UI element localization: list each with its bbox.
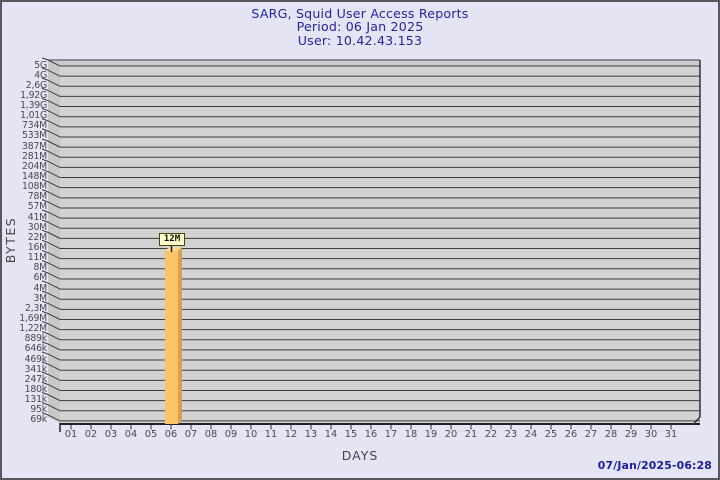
x-tick-label: 30 <box>644 429 658 440</box>
y-axis-title: BYTES <box>3 216 18 264</box>
x-tick-label: 17 <box>384 429 398 440</box>
x-tick-label: 11 <box>264 429 278 440</box>
x-tick-label: 27 <box>584 429 598 440</box>
x-tick-label: 26 <box>564 429 578 440</box>
x-tick-label: 31 <box>664 429 678 440</box>
x-tick-label: 23 <box>504 429 518 440</box>
y-tick-label: 95k <box>30 404 47 416</box>
x-axis-title: DAYS <box>341 448 379 463</box>
y-tick-label: 646k <box>24 343 48 355</box>
x-tick-label: 08 <box>204 429 218 440</box>
y-tick-label: 5G <box>34 59 47 71</box>
y-tick-label: 4G <box>34 69 47 81</box>
x-tick-label: 22 <box>484 429 498 440</box>
report-header: SARG, Squid User Access Reports Period: … <box>2 6 718 48</box>
y-tick-label: 108M <box>22 181 47 193</box>
page-title: SARG, Squid User Access Reports <box>251 6 469 21</box>
y-tick-label: 131k <box>24 394 48 406</box>
y-tick-label: 469k <box>24 353 48 365</box>
x-tick-label: 19 <box>424 429 438 440</box>
y-tick-label: 8M <box>33 262 47 274</box>
y-tick-label: 1,39G <box>20 100 47 112</box>
generated-timestamp: 07/Jan/2025-06:28 <box>597 459 712 472</box>
y-tick-label: 11M <box>27 252 47 264</box>
x-tick-label: 18 <box>404 429 418 440</box>
x-tick-label: 05 <box>144 429 158 440</box>
y-tick-label: 2,6G <box>25 79 47 91</box>
x-tick-label: 20 <box>444 429 458 440</box>
y-tick-label: 22M <box>27 231 47 243</box>
x-tick-label: 01 <box>64 429 78 440</box>
y-tick-label: 387M <box>22 140 47 152</box>
y-tick-label: 41M <box>27 211 47 223</box>
y-tick-label: 148M <box>22 171 47 183</box>
x-tick-label: 06 <box>164 429 178 440</box>
x-tick-label: 04 <box>124 429 138 440</box>
y-tick-label: 6M <box>33 272 47 284</box>
y-tick-label: 4M <box>33 282 47 294</box>
x-tick-label: 28 <box>604 429 618 440</box>
y-tick-label: 180k <box>24 383 48 395</box>
x-tick-label: 03 <box>104 429 118 440</box>
y-tick-label: 2,3M <box>24 302 47 314</box>
y-tick-label: 734M <box>22 120 47 132</box>
report-user: User: 10.42.43.153 <box>297 32 423 48</box>
y-tick-label: 889k <box>24 333 48 345</box>
y-tick-label: 1,92G <box>20 89 47 101</box>
y-tick-label: 1,01G <box>20 110 47 122</box>
report-period: Period: 06 Jan 2025 <box>296 19 424 35</box>
y-tick-label: 57M <box>27 201 47 213</box>
y-tick-label: 204M <box>22 160 47 172</box>
y-tick-label: 1,69M <box>19 313 47 324</box>
y-tick-label: 247k <box>24 373 48 385</box>
x-tick-label: 10 <box>244 429 258 440</box>
y-tick-label: 78M <box>27 191 47 203</box>
x-tick-label: 14 <box>324 429 338 440</box>
y-tick-label: 16M <box>27 242 47 254</box>
y-tick-label: 30M <box>27 221 47 233</box>
x-tick-label: 25 <box>544 429 558 440</box>
y-tick-label: 1,22M <box>19 323 47 335</box>
x-tick-label: 12 <box>284 429 298 440</box>
x-tick-label: 24 <box>524 429 538 440</box>
x-tick-label: 15 <box>344 429 358 440</box>
y-tick-label: 533M <box>22 130 47 142</box>
x-tick-label: 13 <box>304 429 318 440</box>
bar-value-annotation: 12M <box>159 233 185 246</box>
x-tick-label: 07 <box>184 429 198 440</box>
x-tick-label: 16 <box>364 429 378 440</box>
y-tick-label: 69k <box>30 414 47 426</box>
x-tick-label: 21 <box>464 429 478 440</box>
x-tick-label: 02 <box>84 429 98 440</box>
y-tick-label: 281M <box>22 150 47 162</box>
x-tick-label: 09 <box>224 429 238 440</box>
y-tick-label: 341k <box>24 363 48 375</box>
x-tick-label: 29 <box>624 429 638 440</box>
bar-day-06 <box>165 244 182 424</box>
y-tick-label: 3M <box>33 292 47 304</box>
